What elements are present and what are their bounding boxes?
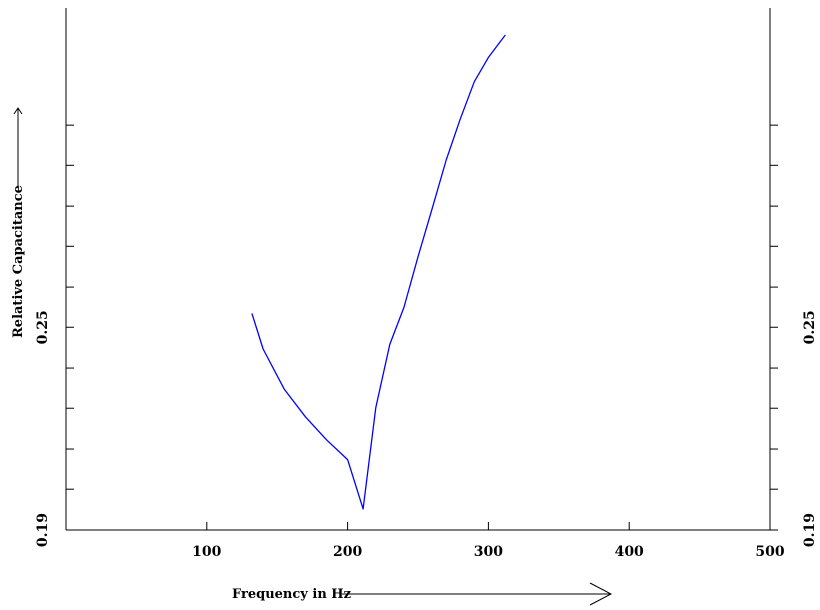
y-tick-label-left: 0.25 (35, 310, 51, 344)
y-tick-label-right: 0.25 (802, 310, 818, 344)
x-tick-label: 300 (474, 544, 503, 560)
x-axis-arrowhead (589, 582, 613, 606)
series-layer (251, 34, 506, 510)
y-axis-label: Relative Capacitance (11, 185, 26, 338)
plot-frame (65, 8, 771, 531)
x-tick-label: 400 (615, 544, 644, 560)
tick-labels: 100 200 300 400 500 0.19 0.19 0.25 0.25 (35, 310, 818, 560)
y-tick-label-left: 0.19 (35, 513, 51, 547)
y-axis-title: Relative Capacitance (11, 107, 26, 338)
y-axis-arrowhead (13, 107, 23, 115)
x-axis-title: Frequency in Hz (232, 582, 613, 606)
x-tick-label: 500 (755, 544, 784, 560)
x-tick-label: 100 (192, 544, 221, 560)
x-tick-label: 200 (333, 544, 362, 560)
x-axis-label: Frequency in Hz (232, 587, 351, 602)
series-line (251, 34, 506, 510)
y-tick-label-right: 0.19 (802, 513, 818, 547)
axis-ticks (66, 124, 778, 531)
